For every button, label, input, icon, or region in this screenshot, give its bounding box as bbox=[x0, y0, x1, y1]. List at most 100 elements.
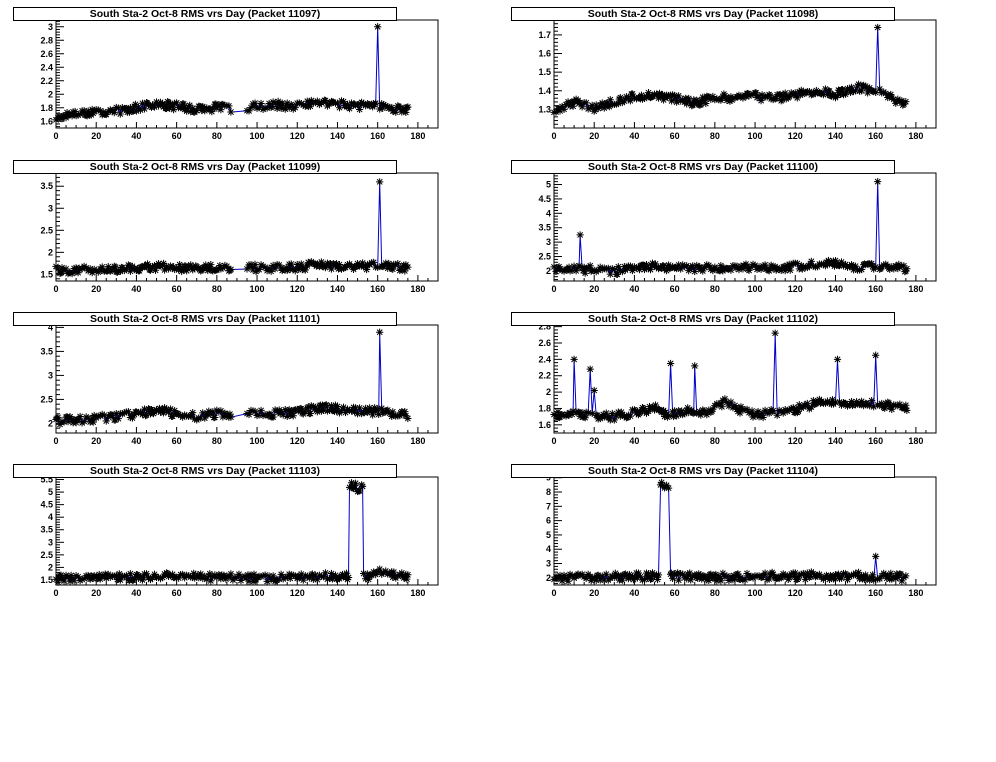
data-point bbox=[621, 570, 629, 578]
data-point bbox=[333, 99, 342, 107]
data-point bbox=[761, 569, 769, 577]
data-point bbox=[872, 552, 880, 560]
data-point bbox=[755, 92, 763, 100]
data-point bbox=[789, 404, 797, 412]
data-point bbox=[792, 91, 800, 99]
data-point bbox=[359, 259, 367, 267]
data-point bbox=[669, 91, 677, 99]
x-tick-label: 80 bbox=[212, 284, 222, 294]
data-point bbox=[769, 95, 777, 104]
data-point bbox=[705, 576, 713, 585]
data-point bbox=[76, 110, 84, 118]
data-point bbox=[569, 407, 577, 415]
data-point bbox=[754, 408, 762, 416]
data-point bbox=[721, 266, 729, 274]
data-point bbox=[791, 89, 799, 97]
data-point bbox=[608, 409, 616, 418]
y-tick-label: 2.5 bbox=[40, 550, 53, 560]
data-point bbox=[167, 405, 175, 413]
data-point bbox=[374, 405, 382, 413]
x-tick-label: 60 bbox=[172, 284, 182, 294]
data-point bbox=[362, 575, 370, 583]
chart-panel-1: 0 20 40 60 80 100 120 140 160 180 1.6 1.8 2 2.2 2.4 2.6… bbox=[40, 19, 439, 141]
data-point bbox=[322, 401, 331, 409]
data-point bbox=[852, 398, 861, 406]
data-point bbox=[900, 262, 908, 270]
data-point bbox=[560, 105, 568, 113]
data-point bbox=[749, 260, 757, 268]
data-point bbox=[261, 571, 269, 579]
data-point bbox=[862, 571, 870, 579]
data-point bbox=[129, 576, 138, 584]
data-point bbox=[341, 408, 350, 417]
data-point bbox=[628, 572, 637, 581]
data-point bbox=[306, 102, 314, 110]
data-point bbox=[392, 108, 400, 116]
data-point bbox=[203, 104, 211, 112]
data-point bbox=[612, 572, 620, 580]
data-point bbox=[813, 398, 821, 406]
data-point bbox=[295, 263, 303, 272]
data-point bbox=[592, 576, 600, 584]
data-point bbox=[376, 178, 384, 186]
y-tick-label: 3.5 bbox=[40, 346, 53, 356]
data-point bbox=[245, 107, 253, 115]
data-point bbox=[636, 408, 645, 416]
data-point bbox=[775, 406, 783, 415]
data-point bbox=[795, 401, 803, 409]
data-point bbox=[159, 409, 168, 417]
data-point bbox=[313, 576, 321, 584]
data-point bbox=[225, 573, 233, 581]
series-markers bbox=[52, 328, 412, 428]
data-point bbox=[748, 407, 756, 415]
data-point bbox=[657, 478, 666, 487]
data-point bbox=[559, 573, 567, 581]
x-tick-label: 40 bbox=[131, 436, 141, 446]
data-point bbox=[779, 409, 787, 417]
data-point bbox=[110, 109, 118, 117]
data-point bbox=[68, 270, 76, 278]
data-point bbox=[864, 89, 872, 97]
y-tick-label: 7 bbox=[546, 501, 551, 511]
data-point bbox=[890, 95, 898, 103]
data-point bbox=[327, 569, 336, 578]
data-point bbox=[683, 575, 691, 583]
data-point bbox=[94, 574, 102, 582]
data-point bbox=[883, 574, 891, 582]
data-point bbox=[398, 108, 406, 116]
data-point bbox=[580, 263, 588, 271]
data-point bbox=[154, 573, 163, 582]
data-point bbox=[285, 104, 293, 112]
data-point bbox=[102, 417, 110, 425]
data-point bbox=[271, 99, 279, 107]
data-point bbox=[396, 412, 404, 420]
data-point bbox=[769, 570, 777, 578]
data-point bbox=[70, 577, 78, 585]
data-point bbox=[614, 263, 622, 271]
data-point bbox=[76, 412, 84, 421]
data-point bbox=[271, 265, 279, 273]
data-point bbox=[791, 569, 799, 577]
data-point bbox=[66, 269, 74, 277]
y-tick-label: 3 bbox=[48, 203, 53, 213]
data-point bbox=[703, 411, 711, 419]
x-tick-label: 60 bbox=[670, 284, 680, 294]
data-point bbox=[902, 98, 910, 106]
plot-frame bbox=[553, 476, 937, 586]
data-point bbox=[866, 402, 874, 410]
data-point bbox=[88, 269, 96, 277]
data-point bbox=[150, 103, 159, 111]
data-point bbox=[398, 265, 406, 274]
data-point bbox=[201, 572, 209, 580]
data-point bbox=[212, 100, 220, 108]
data-point bbox=[60, 418, 68, 426]
x-tick-label: 100 bbox=[748, 131, 763, 141]
data-point bbox=[630, 94, 639, 102]
data-point bbox=[727, 398, 735, 406]
data-point bbox=[201, 414, 209, 422]
x-tick-label: 100 bbox=[250, 131, 265, 141]
y-tick-label: 3 bbox=[546, 237, 551, 247]
data-point bbox=[617, 572, 625, 580]
data-point bbox=[209, 267, 217, 275]
data-point bbox=[193, 263, 201, 271]
